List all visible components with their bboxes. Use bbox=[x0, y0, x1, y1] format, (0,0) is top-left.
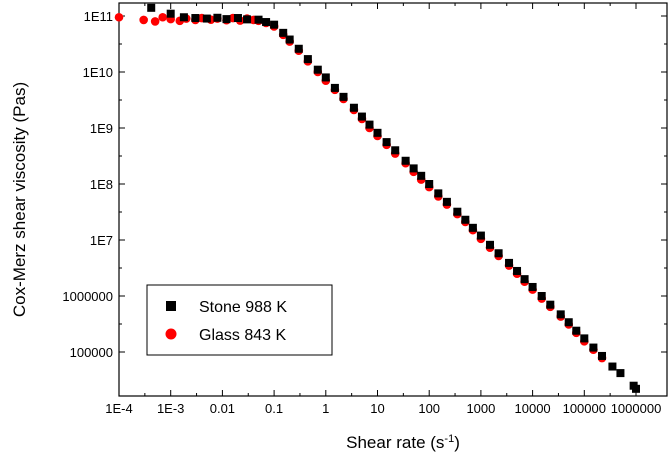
x-axis-title: Shear rate (s-1) bbox=[346, 433, 460, 452]
x-axis-title-main: Shear rate (s bbox=[346, 433, 444, 452]
glass-point bbox=[114, 12, 124, 22]
glass-point bbox=[150, 17, 160, 26]
stone-point bbox=[442, 197, 451, 206]
x-tick-label: 10 bbox=[370, 401, 384, 416]
stone-point bbox=[520, 275, 529, 284]
stone-point bbox=[486, 240, 495, 249]
stone-point bbox=[303, 55, 312, 64]
stone-point bbox=[494, 249, 503, 258]
x-tick-label: 100 bbox=[418, 401, 440, 416]
stone-point bbox=[572, 326, 581, 335]
x-axis-title-sup: -1 bbox=[444, 433, 454, 445]
x-tick-label: 1E-4 bbox=[105, 401, 132, 416]
series-stone bbox=[147, 3, 640, 393]
stone-point bbox=[453, 207, 462, 216]
legend-label: Stone 988 K bbox=[199, 299, 287, 316]
stone-point bbox=[179, 13, 188, 22]
stone-point bbox=[616, 369, 625, 378]
stone-point bbox=[425, 180, 434, 188]
stone-point bbox=[373, 128, 382, 137]
stone-point bbox=[321, 73, 330, 82]
stone-point bbox=[505, 258, 514, 267]
stone-point bbox=[537, 292, 546, 300]
x-axis-title-end: ) bbox=[454, 433, 460, 452]
stone-point bbox=[608, 362, 617, 371]
stone-point bbox=[546, 300, 555, 309]
stone-point bbox=[382, 138, 391, 147]
plot-area bbox=[118, 2, 668, 397]
x-tick-label: 10000 bbox=[515, 401, 551, 416]
stone-point bbox=[409, 164, 418, 173]
stone-point bbox=[233, 14, 242, 23]
stone-point bbox=[330, 83, 339, 92]
y-tick-label: 1000000 bbox=[62, 289, 113, 304]
stone-point bbox=[313, 65, 322, 74]
x-tick-label: 1 bbox=[322, 401, 329, 416]
stone-point bbox=[202, 14, 211, 23]
x-tick-label: 1E-3 bbox=[157, 401, 184, 416]
stone-point bbox=[294, 44, 303, 53]
legend: Stone 988 K Glass 843 K bbox=[146, 284, 333, 356]
glass-point bbox=[158, 12, 167, 22]
stone-point bbox=[279, 28, 288, 37]
y-tick-label: 1E8 bbox=[90, 177, 113, 192]
x-tick-label: 1000000 bbox=[611, 401, 662, 416]
y-tick-label: 1E9 bbox=[90, 121, 113, 136]
stone-point bbox=[468, 223, 477, 232]
legend-marker-stone bbox=[166, 301, 176, 311]
stone-point bbox=[166, 9, 175, 18]
y-axis-title: Cox-Merz shear viscosity (Pas) bbox=[10, 82, 29, 317]
legend-marker-glass bbox=[165, 328, 177, 340]
stone-point bbox=[147, 3, 156, 12]
stone-point bbox=[222, 15, 231, 24]
stone-point bbox=[391, 146, 400, 155]
stone-point bbox=[243, 15, 252, 24]
stone-point bbox=[513, 266, 522, 275]
stone-point bbox=[434, 189, 443, 198]
stone-point bbox=[556, 310, 565, 319]
stone-point bbox=[285, 35, 294, 44]
stone-point bbox=[476, 231, 485, 240]
stone-point bbox=[339, 92, 348, 101]
stone-point bbox=[580, 334, 589, 343]
glass-point bbox=[139, 15, 148, 25]
stone-point bbox=[254, 15, 263, 24]
y-tick-label: 1E11 bbox=[84, 9, 113, 24]
stone-point bbox=[365, 120, 374, 129]
plot-frame bbox=[118, 2, 668, 397]
stone-point bbox=[270, 20, 279, 29]
legend-box bbox=[146, 284, 333, 356]
stone-point bbox=[632, 384, 640, 393]
stone-point bbox=[262, 18, 271, 27]
stone-point bbox=[349, 103, 358, 112]
stone-point bbox=[213, 13, 222, 22]
x-tick-label: 1000 bbox=[466, 401, 495, 416]
x-tick-label: 0.01 bbox=[210, 401, 235, 416]
stone-point bbox=[417, 171, 426, 180]
y-tick-label: 100000 bbox=[70, 345, 113, 360]
y-tick-label: 1E7 bbox=[90, 233, 113, 248]
stone-point bbox=[401, 156, 410, 165]
stone-point bbox=[528, 282, 537, 291]
stone-point bbox=[589, 343, 598, 352]
legend-label: Glass 843 K bbox=[199, 327, 286, 344]
stone-point bbox=[357, 112, 366, 121]
stone-point bbox=[191, 14, 200, 23]
y-tick-label: 1E10 bbox=[83, 65, 113, 80]
data-series bbox=[114, 3, 640, 393]
stone-point bbox=[598, 351, 607, 360]
stone-point bbox=[461, 215, 470, 224]
stone-point bbox=[564, 318, 573, 327]
y-axis: 100000 1000000 1E7 1E8 1E9 1E10 1E11 bbox=[62, 9, 667, 360]
x-axis: 1E-4 1E-3 0.01 0.1 1 10 100 1000 10000 100000 1000… bbox=[105, 3, 661, 416]
x-tick-label: 100000 bbox=[563, 401, 606, 416]
x-tick-label: 0.1 bbox=[265, 401, 283, 416]
